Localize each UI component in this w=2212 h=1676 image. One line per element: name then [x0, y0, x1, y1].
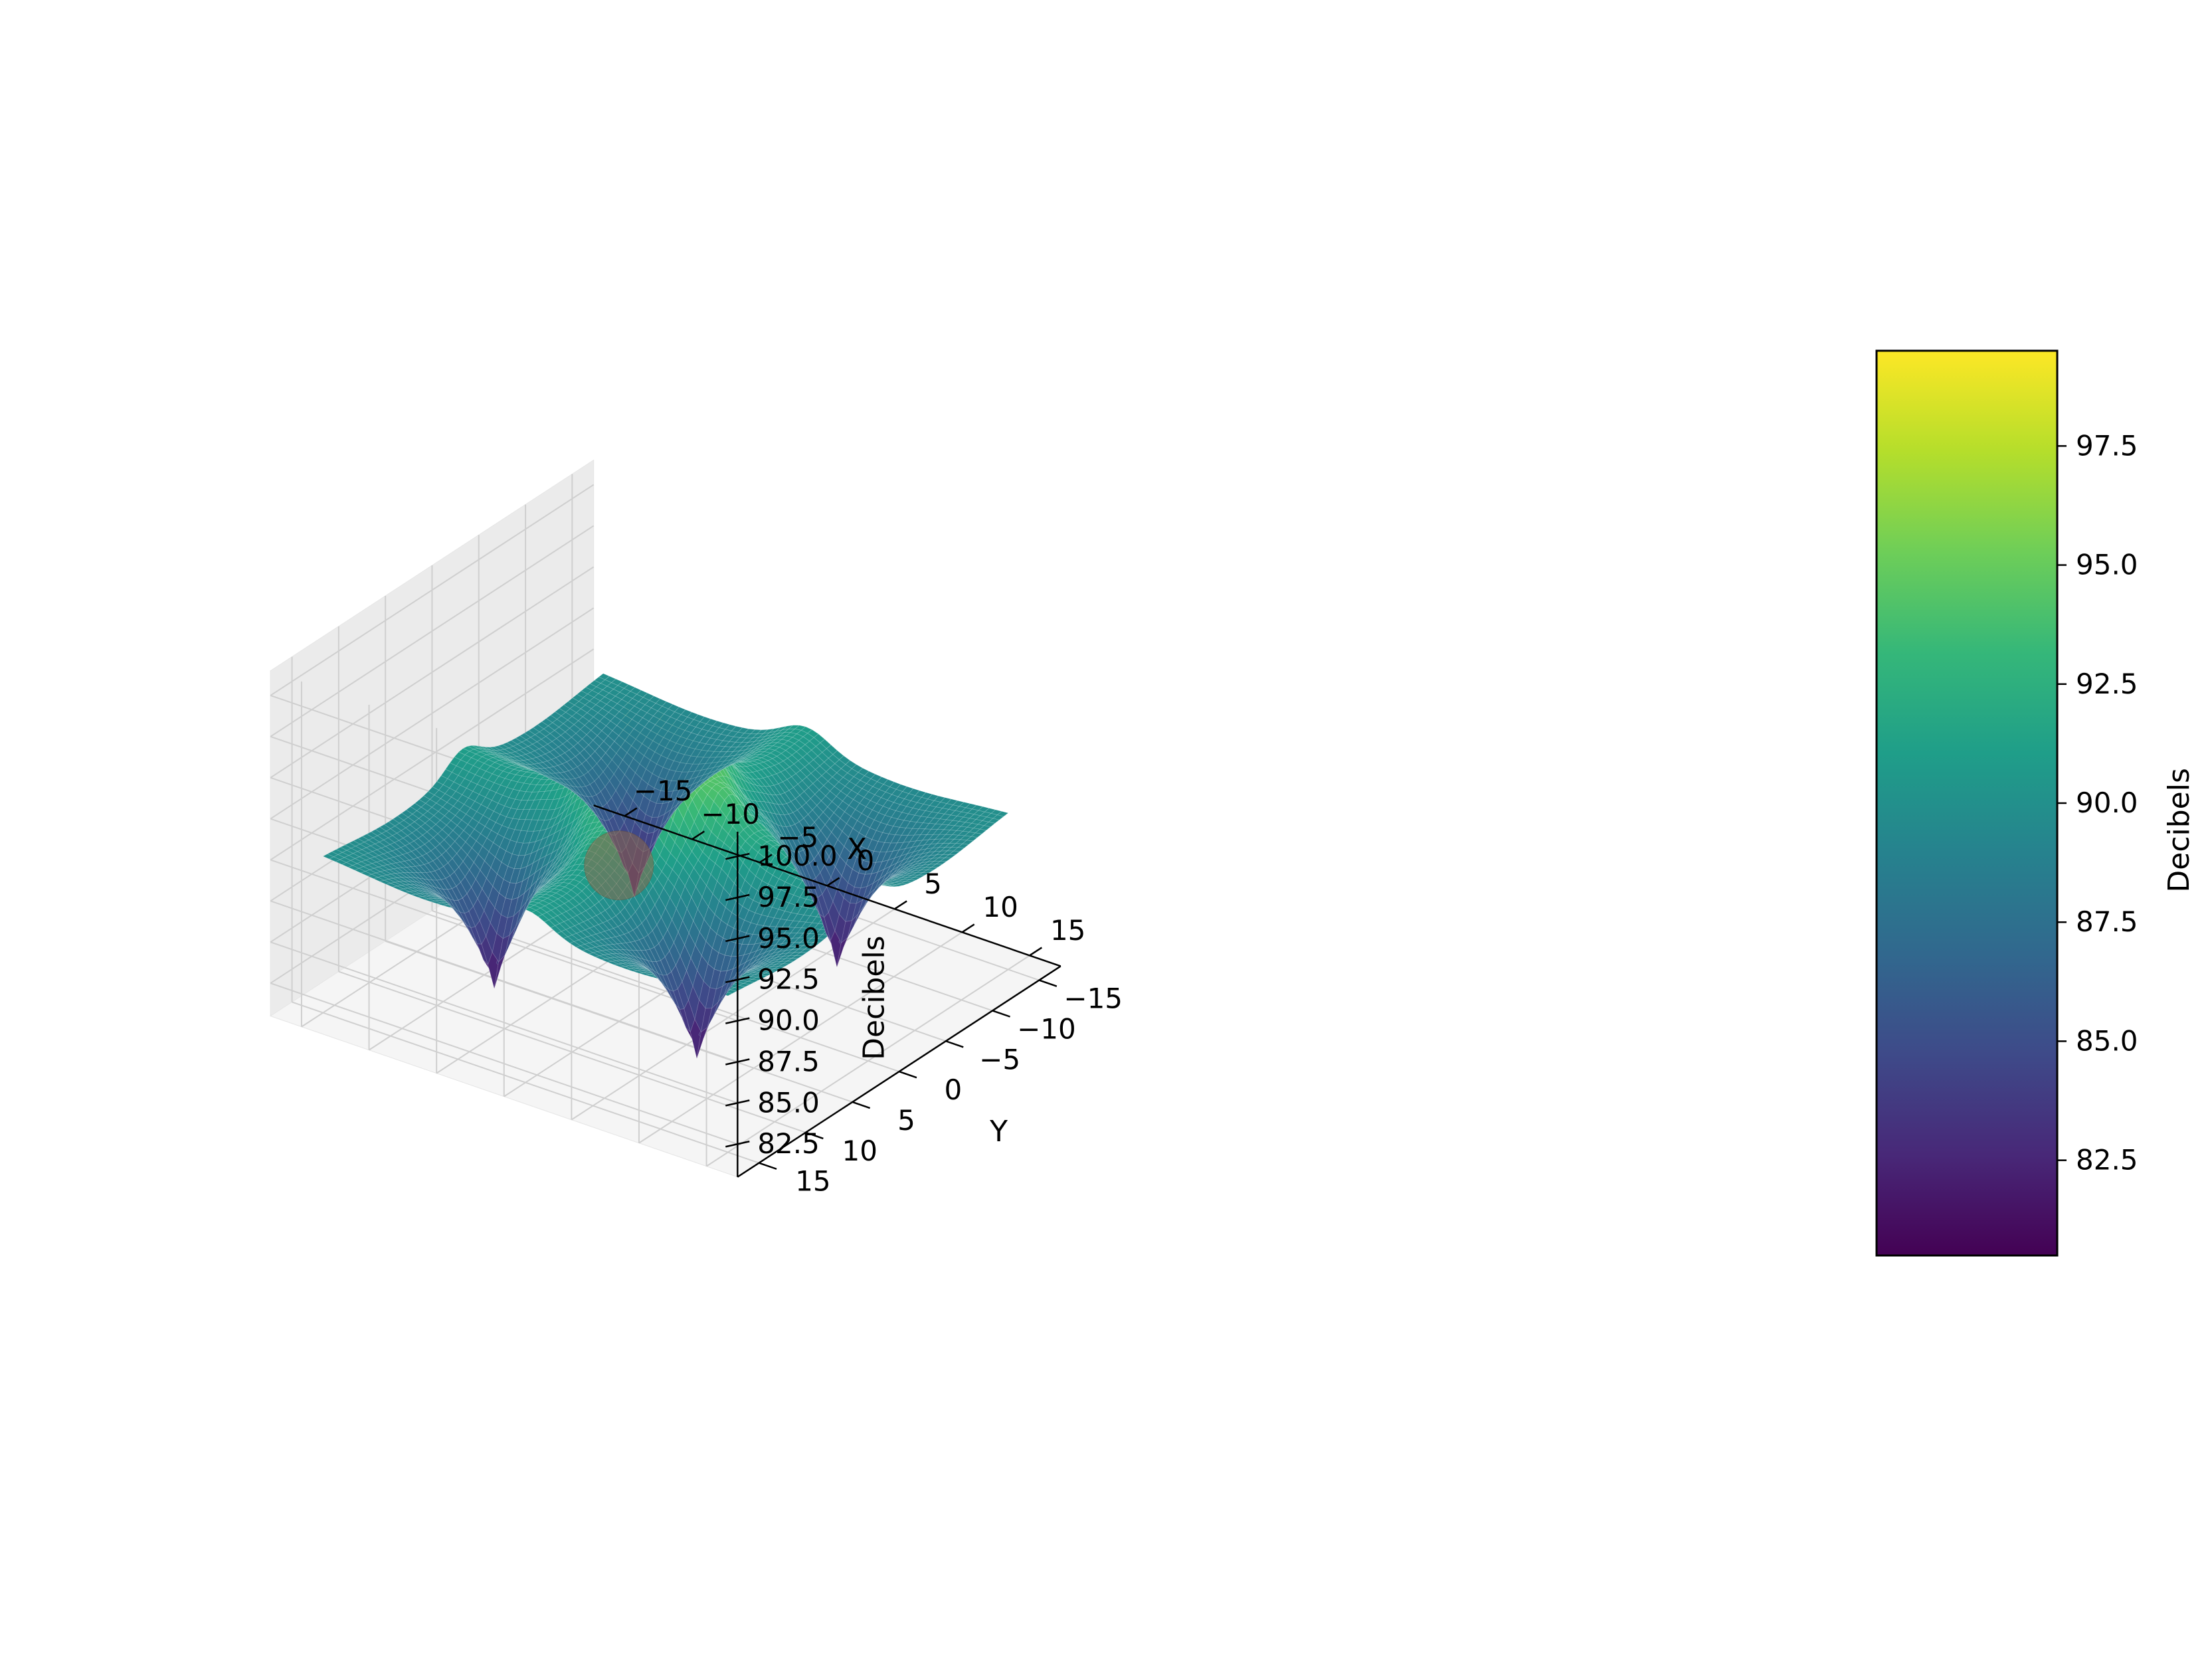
z-axis-title: Decibels	[857, 935, 891, 1060]
y-tick-label: −10	[1017, 1012, 1076, 1045]
surface-patch	[773, 966, 786, 969]
surface-patch	[764, 971, 777, 974]
z-tick-label: 82.5	[757, 1127, 820, 1160]
colorbar-gradient	[1875, 349, 2059, 1257]
colorbar-title: Decibels	[2162, 768, 2196, 893]
grid-line	[706, 955, 1030, 1167]
colorbar-tick-label: 87.5	[2076, 905, 2138, 938]
grid-line	[638, 931, 963, 1144]
surface-patch	[769, 968, 782, 972]
decibel-surface	[322, 673, 1009, 1060]
grid-line	[270, 607, 595, 820]
grid-line	[270, 484, 595, 696]
colorbar-tick-label: 82.5	[2076, 1144, 2138, 1176]
colorbar-tick-label: 90.0	[2076, 787, 2138, 819]
y-tick-label: 5	[897, 1104, 915, 1137]
y-tick-mark	[945, 1040, 964, 1048]
surface-patch	[782, 961, 795, 965]
z-tick-label: 85.0	[757, 1086, 820, 1119]
x-tick-label: 5	[924, 868, 942, 900]
x-tick-mark	[1029, 947, 1042, 957]
source-marker-layer	[584, 830, 654, 901]
grid-line	[270, 941, 738, 1104]
colorbar-tick-label: 85.0	[2076, 1024, 2138, 1057]
x-tick-mark	[961, 923, 975, 933]
colorbar-tick-label: 97.5	[2076, 429, 2138, 462]
y-tick-mark	[759, 1162, 777, 1170]
source-marker	[584, 830, 654, 901]
y-tick-mark	[899, 1070, 917, 1079]
grid-line	[292, 1001, 759, 1164]
x-tick-mark	[894, 900, 907, 910]
y-tick-label: −15	[1063, 982, 1123, 1015]
x-tick-label: 10	[982, 891, 1018, 923]
y-tick-label: 15	[795, 1165, 830, 1198]
z-tick-label: 87.5	[757, 1045, 820, 1077]
grid-line	[270, 982, 738, 1145]
x-tick-label: −15	[634, 775, 693, 807]
colorbar-ticks: 82.5 85.0 87.5 90.0 92.5 95.0 97.5	[2057, 429, 2138, 1176]
y-tick-mark	[992, 1010, 1010, 1018]
grid-line	[270, 648, 595, 861]
surface-patch	[786, 958, 799, 962]
y-tick-label: −5	[979, 1043, 1020, 1075]
colorbar-tick-label: 95.0	[2076, 549, 2138, 581]
z-tick-label: 100.0	[757, 840, 837, 872]
y-tick-label: 10	[842, 1135, 877, 1167]
x-axis-title: X	[847, 832, 867, 866]
colorbar-tick-label: 92.5	[2076, 668, 2138, 700]
x-tick-label: 15	[1050, 914, 1085, 947]
grid-line	[270, 525, 595, 737]
y-axis-title: Y	[989, 1115, 1008, 1149]
y-tick-mark	[1039, 979, 1058, 987]
z-tick-label: 90.0	[757, 1004, 820, 1037]
grid-line	[270, 900, 738, 1063]
x-tick-label: −10	[701, 798, 760, 830]
z-tick-label: 92.5	[757, 963, 820, 996]
colorbar: 82.5 85.0 87.5 90.0 92.5 95.0 97.5 Decibels	[1875, 349, 2196, 1257]
z-tick-label: 95.0	[757, 922, 820, 955]
y-tick-label: 0	[944, 1073, 962, 1106]
y-tick-mark	[852, 1101, 871, 1109]
grid-line	[270, 566, 595, 779]
z-tick-label: 97.5	[757, 881, 820, 913]
